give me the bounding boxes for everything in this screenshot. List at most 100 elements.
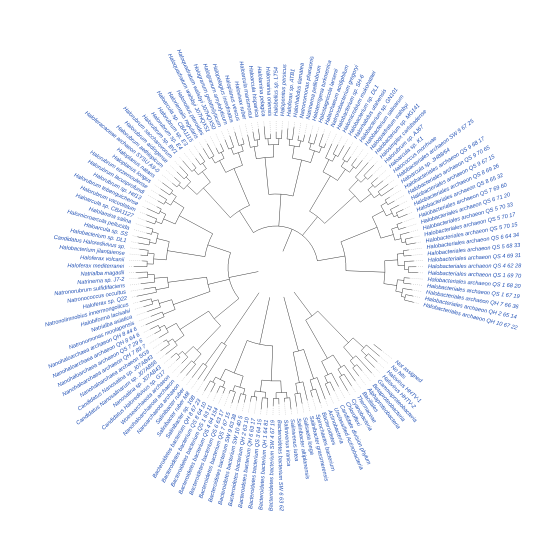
branch-segment — [325, 383, 328, 389]
branch-arc — [250, 145, 259, 148]
branch-segment — [331, 385, 335, 391]
tip-connector — [361, 370, 372, 382]
branch-segment — [176, 171, 182, 177]
branch-segment — [346, 158, 350, 163]
branch-segment — [189, 168, 193, 172]
branch-segment — [368, 353, 372, 357]
branch-arc — [228, 146, 234, 150]
branch-segment — [146, 238, 151, 240]
branch-arc — [367, 189, 375, 198]
branch-segment — [366, 344, 373, 350]
branch-segment — [186, 185, 198, 195]
branch-arc — [202, 363, 208, 367]
branch-segment — [401, 296, 406, 298]
branch-segment — [394, 238, 402, 241]
tip-connector — [140, 324, 146, 328]
branch-segment — [396, 211, 400, 213]
branch-segment — [233, 340, 248, 374]
branch-arc — [176, 352, 181, 358]
branch-segment — [196, 325, 221, 351]
tip-connector — [411, 283, 423, 286]
leaf-label: Haloferax mediterranei — [67, 263, 124, 270]
tip-connector — [137, 316, 152, 322]
branch-segment — [350, 360, 355, 367]
branch-segment — [398, 228, 403, 230]
branch-segment — [323, 144, 326, 148]
branch-arc — [372, 216, 382, 239]
branch-segment — [310, 150, 315, 163]
branch-segment — [367, 176, 371, 180]
branch-segment — [401, 214, 408, 217]
branch-segment — [160, 346, 167, 351]
branch-segment — [366, 164, 375, 173]
tip-connector — [411, 254, 424, 256]
branch-segment — [160, 188, 167, 194]
branch-segment — [159, 325, 165, 329]
tip-connector — [257, 121, 259, 130]
branch-segment — [197, 363, 204, 371]
branch-segment — [340, 227, 378, 243]
branch-segment — [173, 184, 178, 188]
branch-arc — [225, 165, 243, 173]
branch-segment — [163, 218, 176, 225]
branch-segment — [244, 398, 246, 403]
branch-arc — [218, 150, 224, 154]
tip-connector — [377, 169, 387, 178]
branch-segment — [204, 342, 222, 365]
branch-arc — [158, 208, 162, 215]
branch-segment — [170, 355, 174, 358]
branch-arc — [322, 171, 338, 181]
branch-segment — [156, 311, 163, 315]
tip-connector — [204, 138, 208, 144]
branch-segment — [193, 169, 199, 175]
branch-arc — [383, 260, 386, 284]
tip-connector — [153, 184, 161, 189]
branch-segment — [167, 276, 207, 283]
branch-segment — [367, 185, 374, 190]
branch-segment — [302, 381, 306, 392]
tip-connector — [381, 350, 393, 360]
branch-segment — [303, 137, 305, 142]
tip-connector — [201, 390, 205, 397]
branch-segment — [373, 344, 381, 350]
branch-segment — [156, 238, 170, 242]
branch-segment — [408, 237, 413, 239]
tip-connector — [245, 123, 248, 136]
branch-segment — [178, 184, 184, 190]
branch-segment — [337, 369, 342, 376]
branch-arc — [268, 193, 294, 197]
branch-segment — [172, 182, 174, 185]
branch-segment — [317, 255, 345, 262]
tip-connector — [412, 235, 421, 238]
branch-segment — [309, 143, 312, 150]
branch-segment — [332, 150, 336, 155]
tip-connector — [403, 206, 411, 210]
branch-segment — [146, 208, 156, 213]
branch-segment — [374, 193, 380, 199]
branch-segment — [139, 248, 145, 251]
branch-segment — [403, 232, 410, 234]
branch-segment — [339, 376, 342, 381]
tip-connector — [152, 341, 164, 350]
branch-segment — [287, 128, 289, 136]
branch-segment — [179, 310, 209, 330]
branch-segment — [283, 296, 299, 352]
tip-connector — [223, 393, 230, 407]
branch-segment — [309, 175, 331, 212]
branch-segment — [352, 337, 365, 348]
branch-segment — [239, 376, 244, 388]
branch-segment — [223, 292, 260, 345]
branch-segment — [195, 158, 199, 162]
branch-segment — [343, 373, 347, 378]
branch-segment — [222, 381, 226, 388]
branch-segment — [349, 156, 351, 159]
tip-connector — [136, 217, 147, 222]
branch-segment — [310, 390, 313, 396]
branch-segment — [400, 222, 403, 224]
tip-connector — [155, 350, 161, 355]
tip-connector — [413, 295, 422, 298]
branch-segment — [337, 152, 341, 157]
branch-segment — [253, 146, 257, 159]
branch-segment — [293, 291, 313, 317]
branch-segment — [163, 339, 167, 342]
